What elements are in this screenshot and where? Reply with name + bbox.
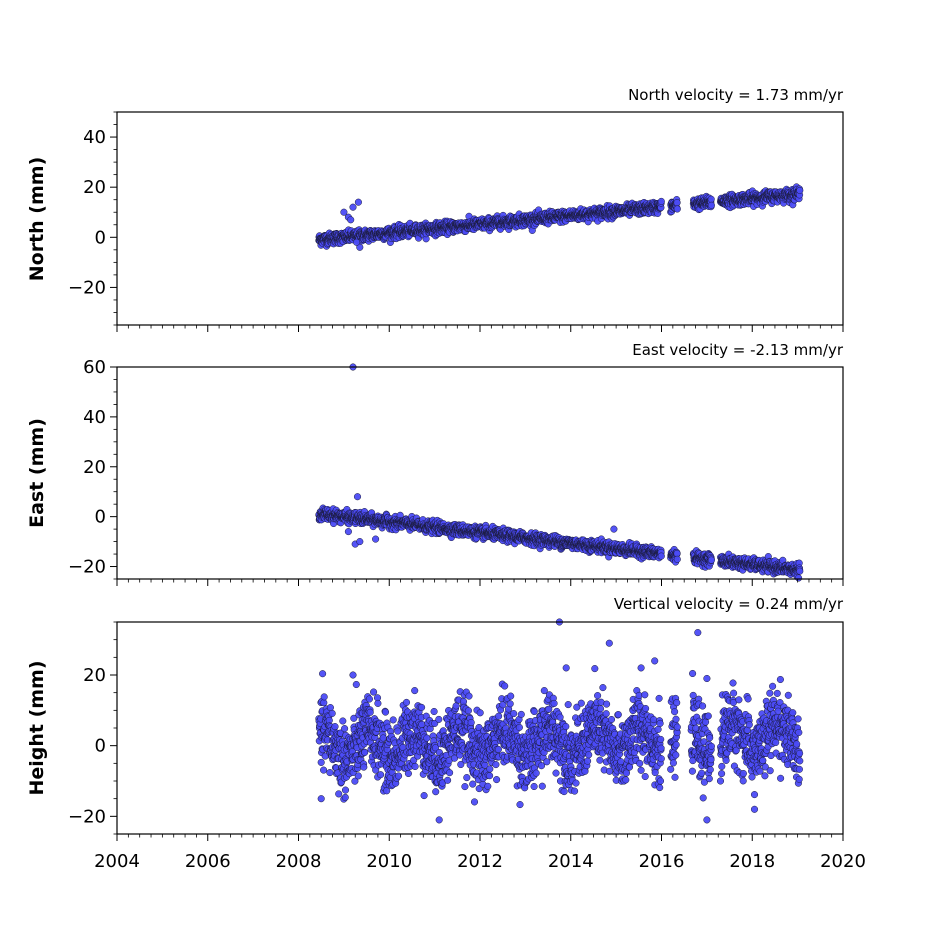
east-y-axis-label: East (mm)	[26, 418, 48, 528]
y-tick-label: −20	[68, 277, 106, 298]
north-y-axis-label: North (mm)	[26, 157, 48, 282]
data-point	[328, 709, 336, 717]
east-velocity-title: East velocity = -2.13 mm/yr	[632, 341, 844, 359]
data-point	[331, 723, 339, 731]
north-panel: North velocity = 1.73 mm/yr North (mm) −…	[26, 86, 844, 332]
data-point	[366, 708, 374, 716]
data-point	[341, 793, 349, 801]
data-point	[372, 535, 380, 543]
data-point	[347, 216, 355, 224]
y-tick-label: 60	[83, 357, 106, 378]
data-point	[707, 195, 715, 203]
data-point	[673, 549, 681, 557]
data-point	[657, 197, 665, 205]
data-point	[707, 556, 715, 564]
data-point	[673, 199, 681, 207]
data-point	[370, 688, 378, 696]
data-point	[610, 525, 618, 533]
vertical-velocity-title: Vertical velocity = 0.24 mm/yr	[614, 595, 844, 613]
data-point	[349, 203, 357, 211]
data-point	[796, 567, 804, 575]
y-tick-label: 20	[83, 457, 106, 478]
data-point	[339, 717, 347, 725]
data-point	[360, 763, 368, 771]
data-point	[353, 493, 362, 501]
data-point	[374, 699, 382, 707]
data-point	[707, 201, 715, 209]
y-tick-label: 20	[83, 177, 106, 198]
data-point	[795, 574, 803, 582]
data-point	[352, 680, 360, 689]
data-point	[657, 552, 665, 560]
data-point	[326, 769, 334, 777]
data-point	[320, 693, 328, 701]
data-point	[354, 198, 362, 206]
data-point	[377, 771, 385, 779]
data-point	[319, 670, 327, 678]
data-point	[341, 786, 350, 794]
data-point	[365, 695, 373, 703]
north-velocity-title: North velocity = 1.73 mm/yr	[628, 86, 844, 104]
data-point	[354, 772, 362, 780]
data-point	[379, 734, 387, 742]
data-point	[335, 790, 343, 798]
y-tick-label: −20	[68, 557, 106, 578]
data-point	[320, 766, 328, 774]
y-tick-label: 0	[95, 227, 106, 248]
data-point	[395, 772, 403, 780]
data-point	[341, 725, 349, 733]
data-point	[361, 748, 369, 756]
data-point	[356, 538, 364, 546]
data-point	[673, 205, 681, 213]
y-tick-label: 40	[83, 127, 106, 148]
north-points	[315, 183, 804, 251]
y-tick-label: 40	[83, 407, 106, 428]
data-point	[673, 555, 681, 563]
data-point	[381, 708, 390, 716]
data-point	[389, 716, 397, 724]
data-point	[317, 758, 325, 766]
data-point	[796, 186, 804, 194]
data-point	[353, 238, 361, 246]
y-tick-label: 0	[95, 507, 106, 528]
height-y-axis-label: Height (mm)	[26, 660, 48, 795]
data-point	[344, 528, 352, 536]
data-point	[394, 727, 402, 735]
